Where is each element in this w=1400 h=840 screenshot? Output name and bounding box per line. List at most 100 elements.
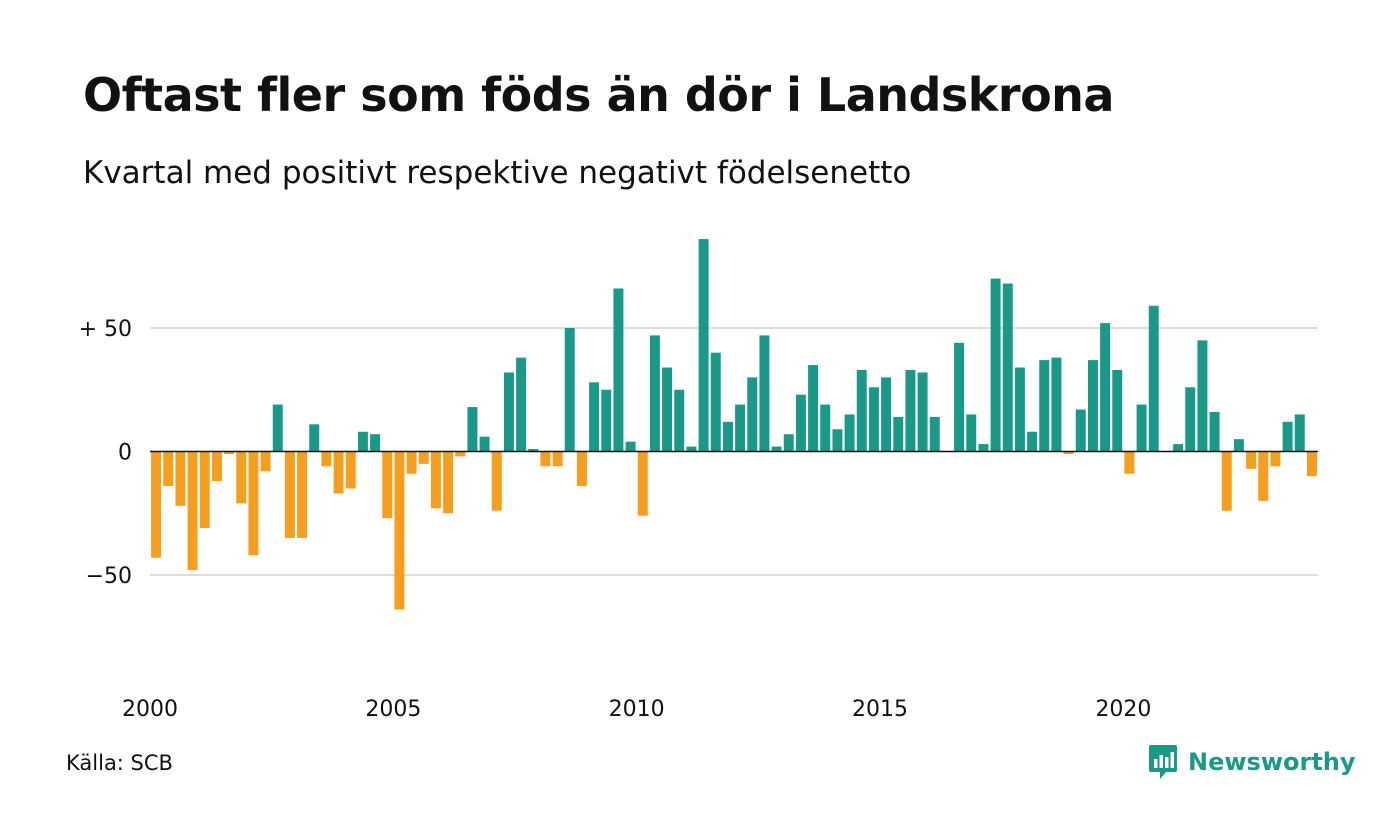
bar <box>759 335 770 452</box>
bar <box>516 357 527 452</box>
x-tick-label: 2015 <box>852 697 908 722</box>
bar <box>1246 451 1257 469</box>
bar <box>163 451 174 487</box>
bar <box>1136 404 1147 452</box>
bar <box>722 421 733 452</box>
bar <box>1051 357 1062 452</box>
bar <box>199 451 210 529</box>
bar <box>1209 411 1220 452</box>
bar <box>236 451 247 504</box>
bar <box>637 451 648 516</box>
bar <box>1075 409 1086 452</box>
bar <box>771 446 782 452</box>
bar <box>309 424 320 452</box>
bar <box>552 451 563 467</box>
bar <box>1112 369 1123 452</box>
bar <box>430 451 441 509</box>
bar <box>893 416 904 452</box>
bar <box>881 377 892 452</box>
bar <box>175 451 186 506</box>
y-tick-label: 0 <box>118 441 132 466</box>
bar <box>297 451 308 538</box>
bar <box>1270 451 1281 467</box>
bar <box>1233 439 1244 452</box>
chart-title: Oftast fler som föds än dör i Landskrona <box>83 68 1114 122</box>
bar <box>649 335 660 452</box>
x-tick-label: 2020 <box>1095 697 1151 722</box>
x-tick-label: 2000 <box>122 697 178 722</box>
bar <box>844 414 855 452</box>
bar <box>394 451 405 610</box>
bar <box>418 451 429 464</box>
bar <box>248 451 259 556</box>
bar <box>406 451 417 474</box>
bar <box>187 451 198 571</box>
bar <box>917 372 928 452</box>
y-tick-label: + 50 <box>79 317 132 342</box>
bar <box>905 369 916 452</box>
bar <box>321 451 332 467</box>
newsworthy-logo-icon <box>1149 745 1177 779</box>
bar <box>479 436 490 452</box>
bar <box>698 239 709 452</box>
bar <box>868 387 879 452</box>
bar <box>1124 451 1135 474</box>
bar <box>333 451 344 494</box>
bar <box>491 451 502 511</box>
bar <box>613 288 624 452</box>
bar <box>1197 340 1208 452</box>
y-tick-label: −50 <box>86 564 132 589</box>
bar <box>284 451 295 538</box>
source-note: Källa: SCB <box>66 751 173 775</box>
bar <box>224 451 235 454</box>
bar <box>1173 444 1184 452</box>
chart-subtitle: Kvartal med positivt respektive negativt… <box>83 155 912 191</box>
bar-chart: + 50 0 −50 2000 2005 2010 2015 2020 <box>79 239 1318 722</box>
bar <box>272 404 283 452</box>
bar <box>710 352 721 452</box>
bar <box>795 394 806 452</box>
bar <box>601 389 612 452</box>
bar <box>856 369 867 452</box>
bar <box>662 367 673 452</box>
bar <box>576 451 587 487</box>
bar <box>832 429 843 452</box>
bar <box>954 342 965 452</box>
bar <box>443 451 454 514</box>
bar <box>735 404 746 452</box>
bar <box>151 451 162 558</box>
bar <box>382 451 393 519</box>
bar <box>1148 305 1159 452</box>
brand: Newsworthy <box>1148 744 1356 780</box>
bar <box>1014 367 1025 452</box>
x-tick-label: 2005 <box>365 697 421 722</box>
bar <box>808 365 819 452</box>
bar <box>990 278 1001 452</box>
bar <box>564 328 575 452</box>
bar <box>1282 421 1293 452</box>
bar <box>929 416 940 452</box>
bar <box>674 389 685 452</box>
bar <box>1063 451 1074 454</box>
bar <box>357 431 368 452</box>
bar <box>747 377 758 452</box>
bar <box>1221 451 1232 511</box>
bar <box>503 372 514 452</box>
bar <box>978 444 989 452</box>
bar <box>1100 323 1111 452</box>
bar <box>1294 414 1305 452</box>
bar <box>589 382 600 452</box>
x-tick-label: 2010 <box>609 697 665 722</box>
bar <box>820 404 831 452</box>
bar <box>783 434 794 452</box>
bar <box>540 451 551 467</box>
bar <box>625 441 636 452</box>
bar <box>1002 283 1013 452</box>
bar <box>528 449 539 452</box>
bar <box>211 451 222 482</box>
bar <box>1185 387 1196 452</box>
bar <box>1258 451 1269 501</box>
brand-name: Newsworthy <box>1188 748 1356 776</box>
bar <box>1087 360 1098 452</box>
bar <box>260 451 271 472</box>
